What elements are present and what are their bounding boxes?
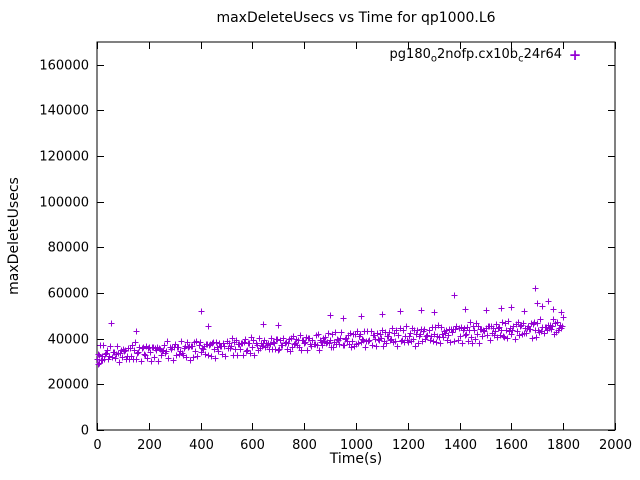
y-tick-label: 20000 [48, 378, 89, 393]
y-tick-label: 80000 [48, 241, 89, 256]
x-tick-label: 1000 [340, 438, 373, 453]
legend-subscript: o [430, 53, 437, 65]
x-tick-label: 200 [137, 438, 162, 453]
y-tick-label: 0 [81, 424, 89, 439]
y-tick-label: 160000 [39, 59, 89, 74]
x-tick-label: 1200 [392, 438, 425, 453]
legend-text-segment: 2nofp.cx10b [437, 47, 519, 62]
legend-plus-marker-icon: + [568, 46, 582, 65]
chart-title: maxDeleteUsecs vs Time for qp1000.L6 [216, 10, 495, 26]
y-tick-label: 60000 [48, 287, 89, 302]
plot-border [96, 41, 616, 431]
y-axis-label: maxDeleteUsecs [6, 177, 22, 295]
x-tick-label: 1400 [444, 438, 477, 453]
legend-text-segment: pg180 [389, 47, 431, 62]
x-axis-label: Time(s) [329, 451, 382, 467]
x-tick-label: 1800 [547, 438, 580, 453]
y-tick-label: 100000 [39, 196, 89, 211]
x-tick-label: 800 [292, 438, 317, 453]
x-tick-label: 400 [189, 438, 214, 453]
legend-subscript: c [518, 53, 524, 65]
legend-series-label: pg180o2nofp.cx10bc24r64 [390, 47, 562, 65]
y-tick-label: 40000 [48, 333, 89, 348]
y-tick-label: 120000 [39, 150, 89, 165]
x-tick-label: 0 [93, 438, 101, 453]
data-points [94, 285, 567, 368]
x-tick-label: 1600 [495, 438, 528, 453]
legend: pg180o2nofp.cx10bc24r64 + [390, 47, 588, 65]
legend-text-segment: 24r64 [523, 47, 562, 62]
x-tick-label: 2000 [599, 438, 632, 453]
x-tick-label: 600 [240, 438, 265, 453]
y-tick-label: 140000 [39, 104, 89, 119]
